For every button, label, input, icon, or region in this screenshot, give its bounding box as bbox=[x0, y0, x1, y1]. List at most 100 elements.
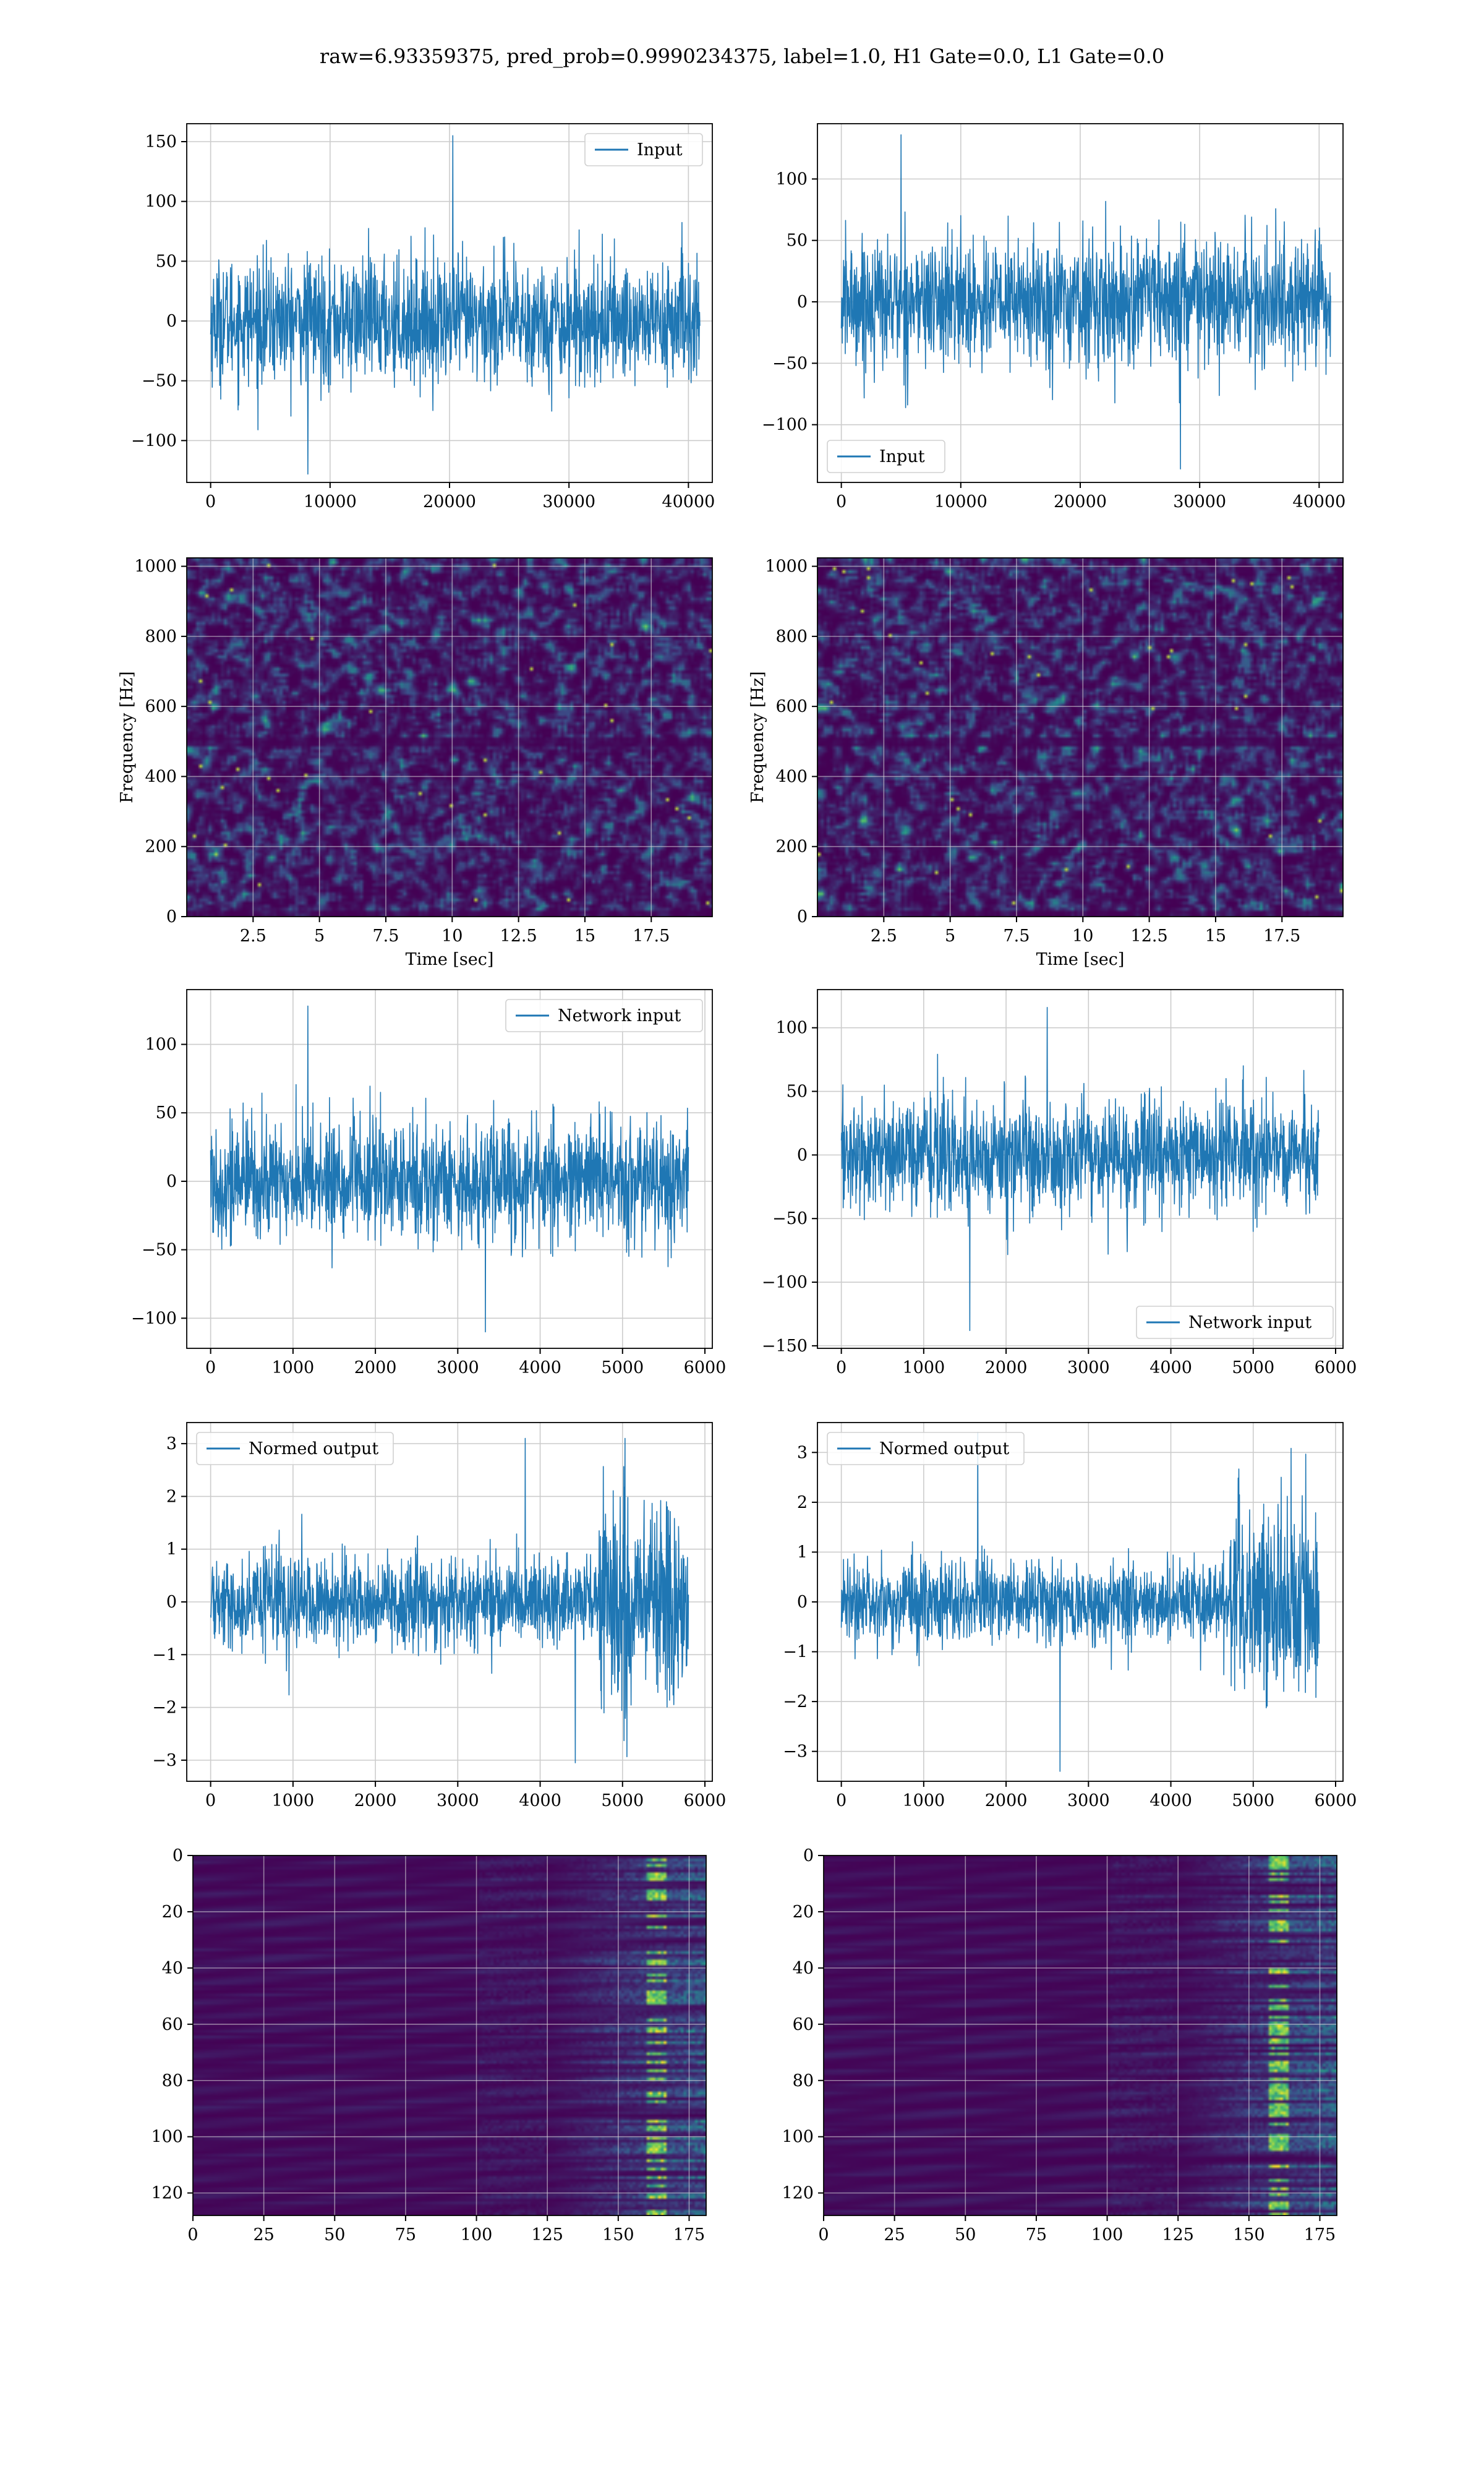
spectrogram-image bbox=[187, 558, 712, 917]
y-tick-label: −3 bbox=[783, 1742, 808, 1761]
legend-label: Normed output bbox=[879, 1439, 1009, 1458]
y-tick-label: −100 bbox=[762, 416, 808, 435]
x-tick-label: 2000 bbox=[354, 1791, 397, 1810]
y-tick-label: 50 bbox=[787, 1082, 808, 1102]
x-tick-label: 1000 bbox=[903, 1791, 945, 1810]
y-tick-label: 100 bbox=[775, 1019, 808, 1038]
figure-title: raw=6.93359375, pred_prob=0.9990234375, … bbox=[319, 45, 1165, 68]
y-tick-label: 800 bbox=[145, 627, 177, 646]
y-tick-label: 2 bbox=[797, 1493, 808, 1512]
x-tick-label: 2.5 bbox=[871, 927, 897, 946]
axes-frame bbox=[817, 557, 1344, 917]
y-tick-label: −50 bbox=[772, 354, 808, 373]
x-tick-label: 75 bbox=[395, 2225, 416, 2245]
feature-map-h1-chart: 0 25 50 75 100 125 150 175 0 20 40 60 80 100 120 bbox=[151, 1846, 707, 2245]
x-tick-label: 40000 bbox=[662, 492, 715, 511]
y-tick-label: 100 bbox=[145, 192, 177, 212]
y-tick-label: 1 bbox=[166, 1540, 177, 1559]
y-tick-label: −1 bbox=[152, 1645, 177, 1664]
x-tick-label: 0 bbox=[818, 2225, 829, 2245]
y-tick-label: −150 bbox=[762, 1337, 808, 1356]
network-input-h1-chart: 0 1000 2000 3000 4000 5000 6000 −100 −50 0 50 100 Ne… bbox=[131, 989, 726, 1377]
x-tick-label: 20000 bbox=[423, 492, 476, 511]
x-tick-label: 100 bbox=[461, 2225, 493, 2245]
y-tick-label: 100 bbox=[782, 2128, 814, 2147]
y-tick-label: 1 bbox=[797, 1543, 808, 1562]
grid-lines bbox=[823, 1855, 1337, 2215]
y-tick-label: −2 bbox=[152, 1698, 177, 1718]
x-tick-label: 5000 bbox=[1232, 1358, 1274, 1377]
feature-map-l1-chart: 0 25 50 75 100 125 150 175 0 20 40 60 80 100 120 bbox=[782, 1846, 1337, 2245]
y-tick-label: 0 bbox=[797, 1145, 808, 1165]
x-tick-label: 2000 bbox=[985, 1358, 1028, 1377]
legend: Input bbox=[584, 133, 703, 166]
legend: Network input bbox=[1136, 1306, 1334, 1339]
series-line bbox=[210, 135, 701, 475]
x-tick-label: 1000 bbox=[903, 1358, 945, 1377]
x-tick-label: 3000 bbox=[437, 1358, 479, 1377]
y-tick-label: 40 bbox=[162, 1959, 183, 1978]
y-tick-label: 100 bbox=[145, 1035, 177, 1055]
legend-label: Input bbox=[879, 447, 925, 466]
y-tick-label: 2 bbox=[166, 1487, 177, 1506]
y-tick-label: 200 bbox=[145, 837, 177, 857]
x-tick-label: 30000 bbox=[1173, 492, 1226, 511]
x-tick-label: 3000 bbox=[1067, 1358, 1110, 1377]
x-tick-label: 12.5 bbox=[1131, 927, 1168, 946]
y-tick-label: 600 bbox=[145, 697, 177, 716]
x-tick-label: 1000 bbox=[272, 1358, 315, 1377]
axes-frame bbox=[192, 1855, 707, 2216]
y-tick-label: 600 bbox=[775, 697, 808, 716]
y-tick-label: 0 bbox=[173, 1846, 183, 1865]
y-tick-label: 80 bbox=[793, 2071, 814, 2091]
y-tick-label: −50 bbox=[772, 1209, 808, 1228]
series-line bbox=[840, 134, 1331, 470]
x-tick-label: 100 bbox=[1091, 2225, 1124, 2245]
axes-frame bbox=[823, 1855, 1337, 2216]
x-tick-label: 7.5 bbox=[372, 927, 399, 946]
x-axis-label: Time [sec] bbox=[406, 950, 494, 969]
y-tick-label: 20 bbox=[162, 1903, 183, 1922]
legend-box bbox=[827, 1432, 1025, 1465]
legend-label: Network input bbox=[558, 1006, 681, 1025]
y-tick-label: 0 bbox=[166, 907, 177, 927]
legend-box bbox=[827, 440, 945, 473]
legend: Input bbox=[827, 440, 945, 473]
x-tick-label: 125 bbox=[531, 2225, 563, 2245]
spectrogram-h1-chart: 2.5 5 7.5 10 12.5 15 17.5 0 200 400 600 800 1000 Time… bbox=[117, 557, 713, 969]
x-tick-label: 25 bbox=[253, 2225, 274, 2245]
x-tick-label: 150 bbox=[602, 2225, 634, 2245]
x-tick-label: 4000 bbox=[519, 1358, 561, 1377]
x-tick-label: 50 bbox=[324, 2225, 345, 2245]
series-line bbox=[210, 1437, 689, 1763]
legend-box bbox=[505, 999, 703, 1032]
x-tick-label: 0 bbox=[187, 2225, 198, 2245]
normed-output-h1-chart: 0 1000 2000 3000 4000 5000 6000 −3 −2 −1 0 1 2 3 Norme… bbox=[152, 1422, 726, 1810]
y-tick-label: 3 bbox=[797, 1443, 808, 1462]
legend-label: Normed output bbox=[249, 1439, 378, 1458]
y-tick-label: 0 bbox=[797, 293, 808, 312]
network-input-l1-chart: 0 1000 2000 3000 4000 5000 6000 −150 −100 −50 0 50 1… bbox=[762, 989, 1357, 1377]
y-tick-label: 50 bbox=[156, 1103, 177, 1123]
x-tick-label: 2.5 bbox=[240, 927, 267, 946]
x-tick-label: 10 bbox=[1072, 927, 1093, 946]
x-tick-label: 50 bbox=[955, 2225, 976, 2245]
y-tick-label: 80 bbox=[162, 2071, 183, 2091]
y-tick-label: 150 bbox=[145, 132, 177, 152]
input-h1-chart: 0 10000 20000 30000 40000 −100 −50 0 50 100 150 Inp… bbox=[131, 123, 715, 511]
x-tick-label: 10 bbox=[441, 927, 463, 946]
y-tick-label: −2 bbox=[783, 1692, 808, 1711]
axes-frame bbox=[186, 557, 713, 917]
normed-output-l1-chart: 0 1000 2000 3000 4000 5000 6000 −3 −2 −1 0 1 2 3 Norme… bbox=[783, 1422, 1357, 1810]
y-tick-label: 0 bbox=[797, 907, 808, 927]
y-tick-label: 0 bbox=[797, 1593, 808, 1612]
x-tick-label: 15 bbox=[574, 927, 595, 946]
y-tick-label: 40 bbox=[793, 1959, 814, 1978]
legend-box bbox=[584, 133, 703, 166]
y-axis-label: Frequency [Hz] bbox=[117, 671, 137, 803]
y-tick-label: −100 bbox=[762, 1273, 808, 1292]
legend-box bbox=[1136, 1306, 1334, 1339]
legend: Normed output bbox=[196, 1432, 394, 1465]
x-tick-label: 0 bbox=[205, 1791, 216, 1810]
y-tick-label: 60 bbox=[793, 2015, 814, 2034]
